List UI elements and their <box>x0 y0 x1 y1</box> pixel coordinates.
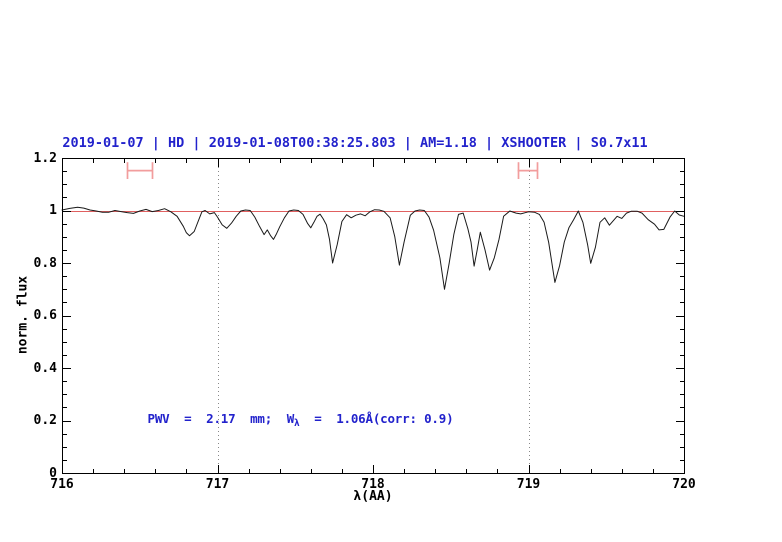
pwv-annotation-text-2: = 1.06Å(corr: 0.9) <box>299 410 454 426</box>
y-tick-label: 1 <box>49 203 57 218</box>
y-tick-label: 0.6 <box>33 308 57 323</box>
lambda-subscript: λ <box>294 417 300 429</box>
plot-border <box>62 158 685 474</box>
x-axis-label: λ(AA) <box>353 489 393 504</box>
y-tick-label: 0.2 <box>33 413 57 428</box>
y-tick-label: 0.4 <box>33 360 57 376</box>
y-tick-label: 0.8 <box>33 255 57 271</box>
x-tick-label: 720 <box>672 477 696 492</box>
plot-title: 2019-01-07 | HD | 2019-01-08T00:38:25.80… <box>62 135 648 151</box>
y-tick-label: 1.2 <box>33 150 57 166</box>
x-tick-label: 718 <box>361 477 385 492</box>
x-tick-label: 717 <box>205 477 230 492</box>
y-tick-label: 0 <box>49 465 57 481</box>
x-tick-label: 719 <box>516 477 541 492</box>
spectrum-line <box>61 206 685 290</box>
x-tick-label: 716 <box>50 477 74 492</box>
pwv-annotation-text-1: PWV = 2.17 mm; W <box>147 410 295 426</box>
pwv-annotation: PWV = 2.17 mm; Wλ = 1.06Å(corr: 0.9) <box>148 411 454 429</box>
